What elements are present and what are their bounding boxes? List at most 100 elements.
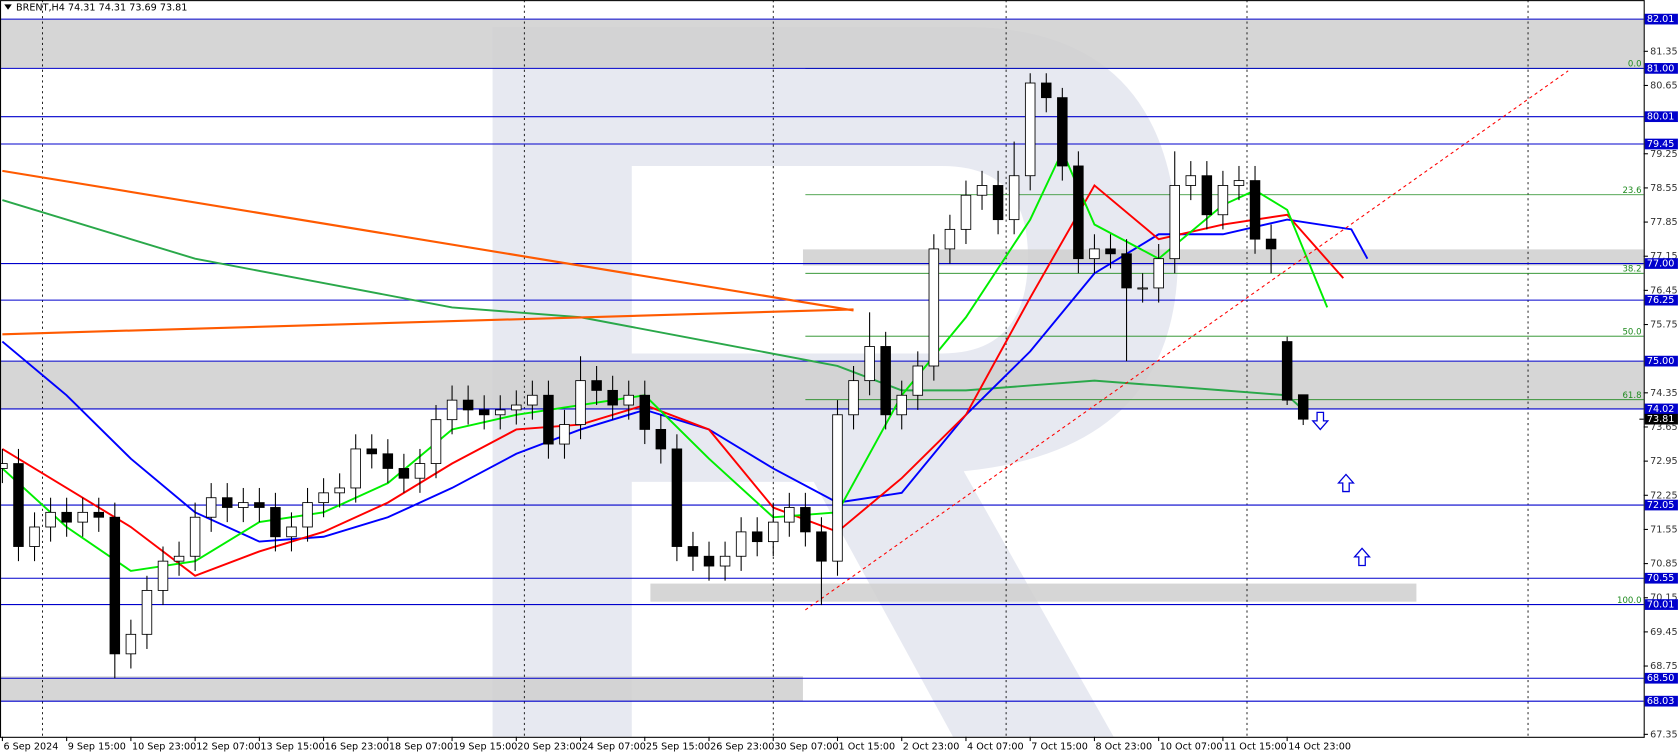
candle-body bbox=[575, 380, 586, 425]
candle-body bbox=[1089, 248, 1100, 260]
x-tick-label: 13 Sep 15:00 bbox=[260, 741, 324, 752]
plot-border bbox=[0, 0, 1645, 738]
fib-label: 50.0 bbox=[1622, 327, 1641, 337]
candle-body bbox=[366, 448, 378, 455]
level-label-bg bbox=[1644, 695, 1678, 707]
zone bbox=[0, 676, 803, 702]
candle-body bbox=[286, 526, 297, 538]
level-label-bg bbox=[1644, 13, 1678, 25]
candle-body bbox=[687, 546, 699, 557]
level-label-bg bbox=[1644, 572, 1678, 584]
candle-body bbox=[478, 409, 490, 416]
level-label: 76.25 bbox=[1647, 295, 1675, 306]
y-tick-label: 80.65 bbox=[1650, 80, 1678, 91]
y-tick-label: 75.75 bbox=[1650, 320, 1678, 331]
x-tick-label: 18 Sep 07:00 bbox=[389, 741, 453, 752]
level-label-bg bbox=[1644, 138, 1678, 150]
arrow-down bbox=[1311, 411, 1330, 431]
candle-body bbox=[238, 502, 249, 508]
candle-body bbox=[880, 346, 891, 416]
candle-body bbox=[928, 248, 940, 367]
fib-label: 0.0 bbox=[1628, 60, 1642, 70]
candle-body bbox=[719, 555, 731, 567]
trendline bbox=[2, 169, 854, 312]
candle-body bbox=[0, 463, 8, 469]
candle-body bbox=[1169, 185, 1180, 260]
zone bbox=[802, 249, 1644, 266]
level-label: 68.50 bbox=[1647, 673, 1675, 684]
level-label-bg bbox=[1644, 403, 1678, 415]
candle-body bbox=[1008, 175, 1020, 221]
y-tick-label: 74.35 bbox=[1650, 388, 1678, 399]
candle-body bbox=[1153, 258, 1164, 289]
arrow-up bbox=[1337, 473, 1355, 493]
level-label: 81.00 bbox=[1647, 63, 1675, 74]
candle-body bbox=[976, 185, 988, 196]
candle-body bbox=[1024, 82, 1036, 177]
y-tick-label: 77.15 bbox=[1650, 251, 1678, 262]
x-tick-label: 20 Sep 23:00 bbox=[517, 741, 581, 752]
y-tick-label: 81.35 bbox=[1650, 46, 1678, 57]
y-tick-label: 72.95 bbox=[1650, 456, 1678, 467]
candle-body bbox=[189, 516, 201, 557]
y-tick-label: 70.85 bbox=[1650, 559, 1678, 570]
candle-body bbox=[784, 507, 795, 523]
level-label-bg bbox=[1644, 111, 1678, 123]
last-price-bg bbox=[1644, 413, 1678, 425]
candle-body bbox=[350, 448, 361, 489]
x-tick-label: 16 Sep 23:00 bbox=[325, 741, 389, 752]
candle-body bbox=[398, 468, 410, 479]
candle-body bbox=[944, 228, 956, 250]
x-tick-label: 30 Sep 07:00 bbox=[774, 741, 838, 752]
x-tick-label: 11 Oct 15:00 bbox=[1224, 741, 1287, 752]
candle-body bbox=[896, 394, 907, 416]
candle-body bbox=[446, 399, 458, 421]
candle-body bbox=[703, 555, 715, 567]
y-tick-label: 70.15 bbox=[1650, 593, 1678, 604]
candle-body bbox=[270, 507, 281, 538]
x-tick-label: 6 Sep 2024 bbox=[3, 741, 58, 752]
candle-body bbox=[1297, 394, 1309, 420]
candle-body bbox=[1249, 180, 1261, 240]
candle-body bbox=[414, 463, 426, 479]
moving-average bbox=[1, 183, 1345, 577]
level-label: 77.00 bbox=[1647, 259, 1675, 270]
level-label-bg bbox=[1644, 499, 1678, 511]
fib-label: 100.0 bbox=[1617, 596, 1641, 606]
y-tick-label: 71.55 bbox=[1650, 524, 1678, 535]
candle-body bbox=[559, 424, 570, 445]
level-label: 68.03 bbox=[1647, 696, 1675, 707]
level-label-bg bbox=[1644, 355, 1678, 367]
candle-body bbox=[302, 502, 313, 528]
candle-body bbox=[1233, 180, 1245, 186]
trendline bbox=[805, 70, 1569, 611]
candle-body bbox=[992, 185, 1004, 221]
x-tick-label: 10 Sep 23:00 bbox=[132, 741, 196, 752]
candle-body bbox=[864, 346, 875, 382]
candle-body bbox=[735, 531, 747, 557]
candle-body bbox=[751, 531, 763, 543]
y-tick-label: 69.45 bbox=[1650, 627, 1678, 638]
arrow-up bbox=[1353, 547, 1371, 567]
candle-body bbox=[141, 589, 153, 635]
level-label: 82.01 bbox=[1647, 14, 1675, 25]
candle-body bbox=[109, 516, 121, 655]
last-price-label: 73.81 bbox=[1647, 414, 1675, 425]
x-tick-label: 26 Sep 23:00 bbox=[710, 741, 774, 752]
header: BRENT,H4 74.31 74.31 73.69 73.81 bbox=[16, 3, 187, 14]
zone bbox=[650, 583, 1417, 602]
x-tick-label: 4 Oct 07:00 bbox=[967, 741, 1024, 752]
fib-label: 23.6 bbox=[1622, 186, 1641, 196]
candle-body bbox=[1201, 175, 1213, 216]
x-tick-label: 10 Oct 07:00 bbox=[1160, 741, 1223, 752]
candle-body bbox=[318, 492, 329, 504]
candle-body bbox=[157, 560, 169, 591]
level-label: 80.01 bbox=[1647, 112, 1675, 123]
candle-body bbox=[13, 463, 24, 547]
x-tick-label: 1 Oct 15:00 bbox=[839, 741, 896, 752]
candle-body bbox=[832, 414, 843, 562]
x-tick-label: 19 Sep 15:00 bbox=[453, 741, 517, 752]
x-tick-label: 2 Oct 23:00 bbox=[903, 741, 960, 752]
candle-body bbox=[430, 419, 442, 464]
